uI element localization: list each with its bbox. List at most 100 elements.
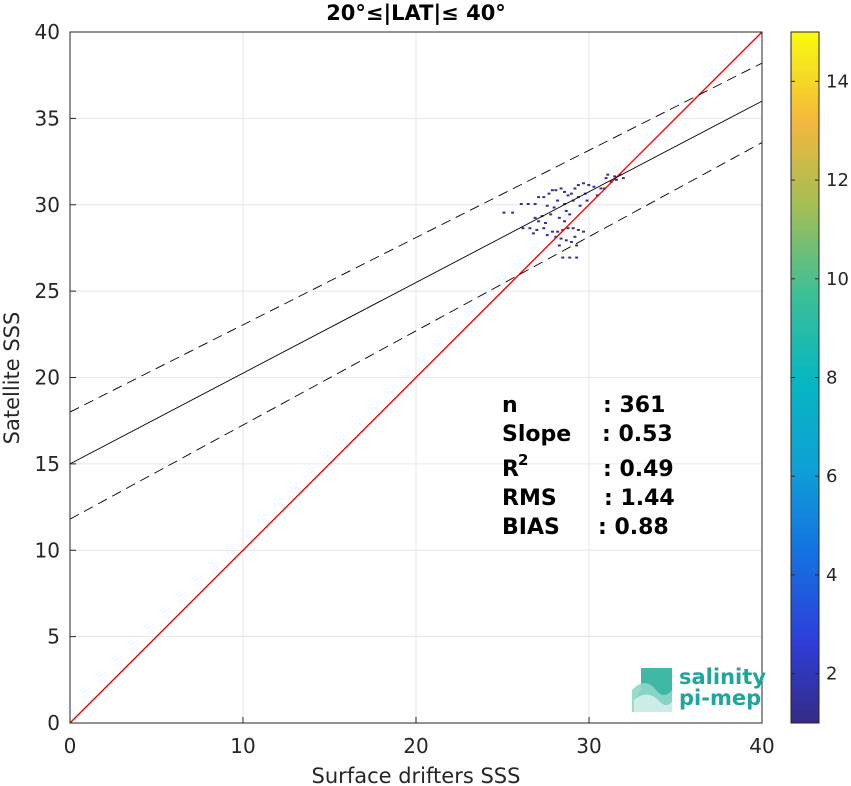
density-cell [614, 178, 618, 181]
stats-box: n : 361 Slope : 0.53 R 2 : 0.49 RMS : 1.… [502, 393, 675, 540]
stat-n-value: : 361 [603, 393, 665, 418]
colorbar-tick-label: 8 [826, 368, 837, 389]
density-cell [613, 175, 617, 178]
density-cell [564, 239, 568, 242]
x-tick-label: 10 [230, 734, 255, 758]
density-cell [573, 187, 577, 190]
density-cell [537, 220, 541, 223]
density-cell [563, 203, 566, 206]
y-tick-label: 10 [35, 538, 60, 562]
density-cell [557, 216, 561, 219]
y-tick-label: 20 [35, 366, 60, 390]
density-cell [556, 199, 560, 202]
y-tick-label: 15 [35, 452, 60, 476]
y-tick-label: 5 [47, 625, 60, 649]
density-cell [531, 232, 535, 235]
stat-r2-value: : 0.49 [603, 457, 674, 482]
x-ticks: 0 10 20 30 40 [64, 717, 775, 758]
colorbar-tick-label: 10 [826, 269, 849, 290]
density-cell [587, 184, 591, 187]
density-cell [559, 187, 563, 190]
density-cell [519, 203, 523, 206]
x-tick-label: 0 [64, 734, 77, 758]
density-cell [557, 244, 561, 247]
density-cell [547, 192, 551, 195]
x-tick-label: 40 [749, 734, 774, 758]
y-tick-label: 30 [35, 193, 60, 217]
density-cell [564, 209, 568, 212]
density-cell [559, 237, 563, 240]
stat-r2-sup: 2 [518, 451, 528, 469]
density-cell [569, 241, 573, 244]
stat-bias-label: BIAS [502, 515, 560, 540]
density-cell [621, 177, 625, 180]
stat-slope-value: : 0.53 [602, 422, 673, 447]
density-cell [544, 222, 547, 225]
line-fit- [70, 142, 762, 520]
density-cell [575, 244, 579, 247]
density-cell [563, 220, 566, 223]
density-cell [533, 216, 537, 219]
stat-bias-value: : 0.88 [598, 515, 669, 540]
density-cell [549, 213, 553, 216]
y-tick-label: 35 [35, 106, 60, 130]
stat-rms-value: : 1.44 [604, 486, 675, 511]
colorbar-tick-label: 14 [826, 71, 849, 92]
line-1-1 [70, 32, 762, 723]
colorbar-tick-label: 2 [826, 664, 837, 685]
density-cell [599, 187, 603, 190]
density-cell [585, 199, 589, 202]
density-cell [571, 227, 575, 230]
density-cell [604, 177, 608, 180]
density-cell [576, 184, 580, 187]
density-cell [582, 182, 586, 185]
density-cell [550, 189, 554, 192]
density-cell [554, 189, 558, 192]
logo-line1: salinity [679, 665, 766, 689]
colorbar-gradient [790, 31, 820, 724]
density-cell [569, 192, 573, 195]
density-cell [542, 196, 546, 199]
y-axis-label: Satellite SSS [0, 312, 24, 445]
stat-rms-label: RMS [502, 486, 557, 511]
density-cell [545, 204, 549, 207]
colorbar-tick-label: 6 [826, 466, 837, 487]
x-tick-label: 30 [576, 734, 601, 758]
y-tick-label: 40 [35, 20, 60, 44]
density-cell [552, 206, 556, 209]
colorbar: 2 4 6 8 10 12 14 [790, 31, 849, 724]
logo-line2: pi-mep [679, 686, 761, 710]
x-axis-label: Surface drifters SSS [312, 764, 521, 786]
x-tick-label: 20 [403, 734, 428, 758]
density-cell [533, 203, 537, 206]
chart-title: 20°≤|LAT|≤ 40° [326, 1, 506, 26]
density-cell [568, 213, 572, 216]
density-cell [528, 227, 532, 230]
density-cell [535, 228, 539, 231]
density-cell [568, 256, 572, 259]
density-cell [545, 234, 549, 237]
stat-r2-label: R [502, 457, 519, 482]
line-fit- [70, 62, 762, 413]
density-cell [561, 256, 565, 259]
density-cell [576, 228, 580, 231]
density-cell [566, 194, 570, 197]
density-cell [578, 204, 582, 207]
y-ticks: 0 5 10 15 20 25 30 35 40 [35, 20, 76, 735]
density-cell [592, 185, 596, 188]
density-cell [573, 235, 577, 238]
density-cells [502, 173, 625, 259]
density-cell [563, 190, 566, 193]
density-cell [521, 227, 525, 230]
stat-slope-label: Slope [502, 422, 571, 447]
colorbar-tick-label: 4 [826, 565, 837, 586]
density-cell [537, 196, 541, 199]
colorbar-ticks: 2 4 6 8 10 12 14 [791, 71, 849, 685]
y-tick-label: 25 [35, 279, 60, 303]
salinity-pimep-logo: salinity pi-mep [632, 665, 766, 712]
density-cell [550, 230, 554, 233]
density-cell [542, 227, 546, 230]
density-cell [526, 203, 530, 206]
y-tick-label: 0 [47, 711, 60, 735]
